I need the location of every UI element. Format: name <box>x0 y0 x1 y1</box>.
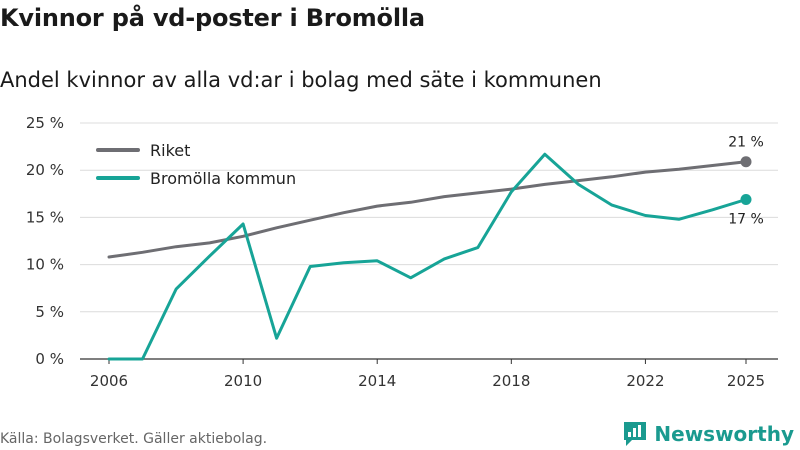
newsworthy-logo-icon <box>622 420 648 448</box>
brand-name: Newsworthy <box>654 422 794 446</box>
source-note: Källa: Bolagsverket. Gäller aktiebolag. <box>0 431 267 447</box>
x-tick-label: 2025 <box>727 372 765 390</box>
bromolla-end-label: 17 % <box>728 211 764 227</box>
y-axis-ticks: 0 % 5 % 10 % 15 % 20 % 25 % <box>26 114 64 368</box>
legend: Riket Bromölla kommun <box>98 141 296 188</box>
riket-end-marker <box>741 156 752 167</box>
x-tick-label: 2006 <box>90 372 128 390</box>
x-tick-label: 2018 <box>492 372 530 390</box>
x-tick-label: 2014 <box>358 372 396 390</box>
y-tick-label: 10 % <box>26 256 64 274</box>
end-labels: 21 % 17 % <box>728 135 764 228</box>
legend-label-bromolla: Bromölla kommun <box>150 169 296 188</box>
x-tick-label: 2022 <box>626 372 664 390</box>
x-tick-label: 2010 <box>224 372 262 390</box>
y-tick-label: 0 % <box>35 350 64 368</box>
y-tick-label: 15 % <box>26 208 64 226</box>
line-chart: 0 %5 %10 %15 %20 %25 % 20062010201420182… <box>0 0 800 450</box>
brand-logo: Newsworthy <box>622 420 794 448</box>
riket-end-label: 21 % <box>728 135 764 151</box>
y-tick-label: 5 % <box>35 303 64 321</box>
y-tick-label: 20 % <box>26 161 64 179</box>
y-tick-label: 25 % <box>26 114 64 132</box>
bromolla-end-marker <box>741 194 752 205</box>
legend-label-riket: Riket <box>150 141 190 160</box>
x-axis-ticks: 2006 2010 2014 2018 2022 2025 <box>90 359 765 390</box>
